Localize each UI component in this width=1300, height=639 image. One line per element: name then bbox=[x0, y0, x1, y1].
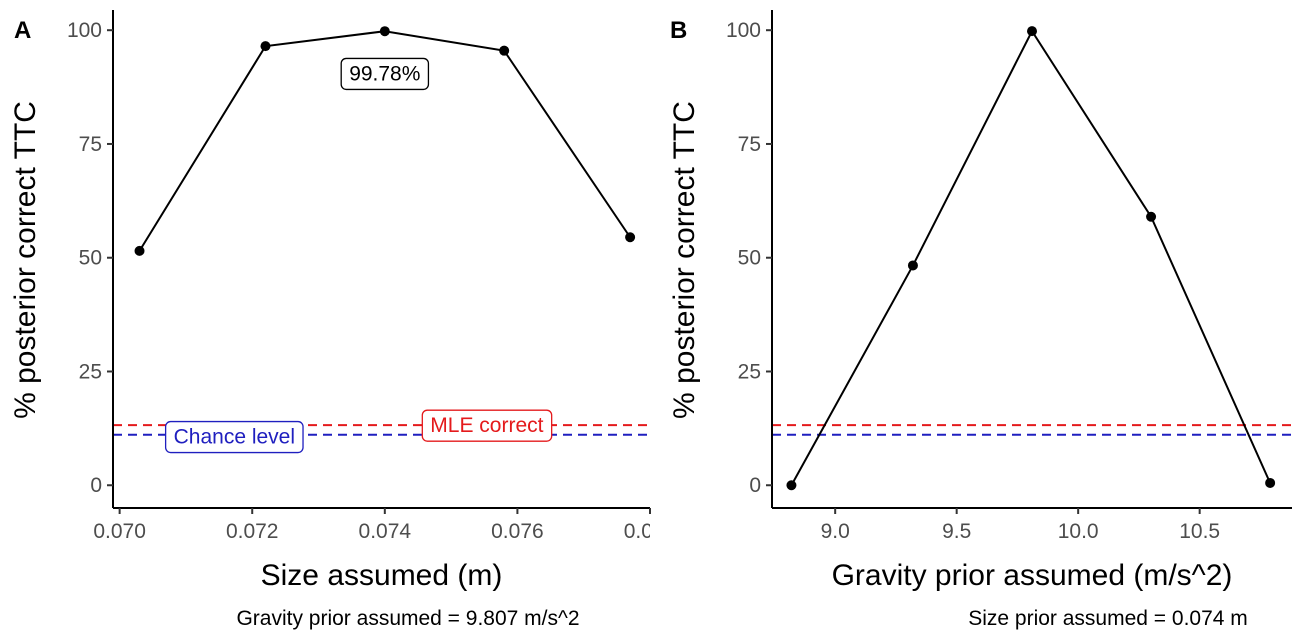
y-axis-title: % posterior correct TTC bbox=[9, 101, 42, 419]
x-tick-label: 10.0 bbox=[1058, 520, 1099, 543]
panel-caption: Size prior assumed = 0.074 m bbox=[968, 607, 1248, 630]
annotation-box bbox=[164, 420, 304, 454]
x-axis-title: Size assumed (m) bbox=[261, 559, 503, 592]
x-axis-title: Gravity prior assumed (m/s^2) bbox=[832, 559, 1233, 592]
annotation-label: Chance level bbox=[174, 426, 295, 449]
data-point bbox=[260, 41, 271, 52]
panel-label: A bbox=[14, 17, 31, 44]
x-tick-label: 10.5 bbox=[1179, 520, 1220, 543]
y-tick-label: 50 bbox=[79, 247, 102, 270]
annotation-label: 99.78% bbox=[349, 62, 420, 85]
y-tick-label: 50 bbox=[738, 247, 761, 270]
data-point bbox=[134, 245, 145, 256]
data-point bbox=[786, 480, 797, 491]
panel-a: 99.78% Chance level MLE correct 0 25 50 75 100 0… bbox=[9, 10, 677, 630]
annotation-label: MLE correct bbox=[430, 414, 543, 437]
data-point bbox=[1265, 477, 1276, 488]
y-tick-label: 25 bbox=[79, 360, 102, 383]
data-point bbox=[1027, 26, 1037, 37]
x-tick-label: 0.074 bbox=[359, 520, 412, 543]
y-tick-label: 75 bbox=[738, 133, 761, 156]
data-point bbox=[625, 232, 636, 243]
data-point bbox=[379, 26, 390, 37]
x-tick-label: 0.070 bbox=[93, 520, 146, 543]
y-tick-label: 75 bbox=[79, 133, 102, 156]
x-tick-label: 0.078 bbox=[624, 520, 677, 543]
panel-caption: Gravity prior assumed = 9.807 m/s^2 bbox=[236, 607, 579, 630]
y-tick-label: 100 bbox=[726, 19, 761, 42]
x-tick-label: 9.5 bbox=[942, 520, 971, 543]
panel-b: 0 25 50 75 100 9.0 9.5 10.0 10.5 Gravity prior as… bbox=[668, 10, 1292, 630]
annotation-box bbox=[421, 409, 553, 442]
x-tick-label: 0.072 bbox=[226, 520, 279, 543]
annotation-box bbox=[340, 57, 430, 91]
data-point bbox=[1146, 211, 1157, 222]
y-axis-title: % posterior correct TTC bbox=[668, 101, 701, 419]
series-line bbox=[790, 29, 1272, 486]
panel-label: B bbox=[670, 17, 687, 44]
data-point bbox=[907, 260, 918, 271]
y-tick-label: 25 bbox=[738, 360, 761, 383]
data-point bbox=[499, 45, 510, 56]
y-tick-label: 0 bbox=[749, 474, 761, 497]
x-tick-label: 9.0 bbox=[821, 520, 850, 543]
x-tick-label: 0.076 bbox=[491, 520, 544, 543]
y-tick-label: 0 bbox=[90, 474, 102, 497]
y-tick-label: 100 bbox=[67, 19, 102, 42]
